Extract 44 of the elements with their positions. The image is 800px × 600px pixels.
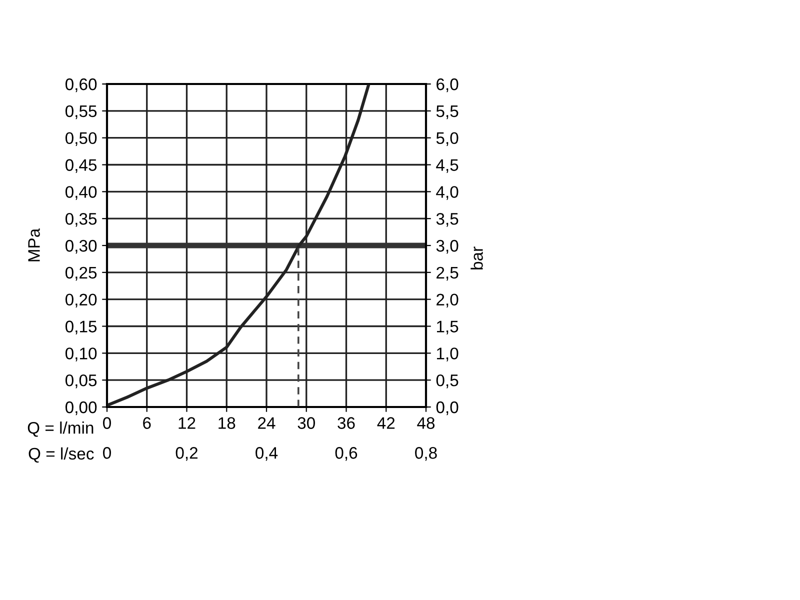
x2-tick-label: 0,8: [415, 447, 437, 461]
y-tick-label: 0,20: [65, 294, 97, 308]
y2-tick-label: 2,5: [436, 266, 458, 281]
y2-tick-label: 0,0: [436, 401, 458, 416]
x2-tick-label: 0,6: [335, 447, 358, 461]
y-tick-label: 0,35: [65, 212, 97, 227]
y2-tick-label: 0,5: [436, 374, 458, 388]
y-tick-label: 0,25: [65, 266, 97, 281]
y2-tick-label: 6,0: [436, 78, 458, 92]
y2-axis-title: bar: [470, 246, 483, 270]
x-tick-label: 48: [417, 417, 435, 429]
y2-tick-label: 3,5: [436, 212, 458, 227]
x-tick-label: 36: [338, 417, 355, 429]
x-tick-label: 30: [298, 417, 315, 429]
y2-tick-label: 5,0: [436, 132, 458, 146]
x-tick-label: 24: [258, 417, 276, 429]
y-tick-label: 0,40: [65, 186, 97, 200]
y-tick-label: 0,00: [65, 401, 97, 416]
x-tick-label: 0: [103, 417, 111, 429]
x2-tick-label: 0,2: [176, 447, 198, 461]
x2-axis-title: Q = l/sec: [28, 447, 94, 463]
x2-tick-label: 0: [103, 447, 111, 459]
x-tick-label: 42: [377, 417, 395, 429]
y2-tick-label: 5,5: [436, 105, 458, 120]
y2-tick-label: 4,5: [436, 159, 458, 173]
y-tick-label: 0,30: [65, 240, 97, 254]
x-tick-label: 6: [143, 417, 151, 429]
y-tick-label: 0,55: [65, 105, 97, 120]
y2-tick-label: 4,0: [436, 186, 458, 200]
x-tick-label: 18: [218, 417, 236, 429]
y-tick-label: 0,05: [65, 374, 97, 388]
y-tick-label: 0,15: [65, 320, 97, 334]
y-tick-label: 0,60: [65, 78, 97, 92]
y2-tick-label: 1,0: [436, 348, 458, 362]
y2-tick-label: 1,5: [436, 320, 458, 334]
y2-tick-label: 3,0: [436, 240, 458, 254]
y2-tick-label: 2,0: [436, 294, 458, 308]
y-tick-label: 0,50: [65, 132, 97, 146]
y-tick-label: 0,10: [65, 348, 97, 362]
x-axis-title: Q = l/min: [28, 422, 94, 437]
x-tick-label: 12: [178, 417, 196, 429]
y-axis-title: MPa: [28, 228, 40, 262]
x2-tick-label: 0,4: [256, 447, 278, 461]
y-tick-label: 0,45: [65, 159, 97, 173]
